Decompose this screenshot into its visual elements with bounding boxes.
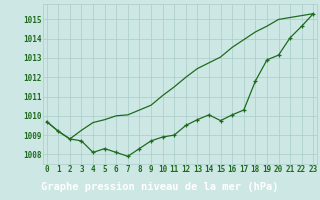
Text: Graphe pression niveau de la mer (hPa): Graphe pression niveau de la mer (hPa) — [41, 182, 279, 192]
